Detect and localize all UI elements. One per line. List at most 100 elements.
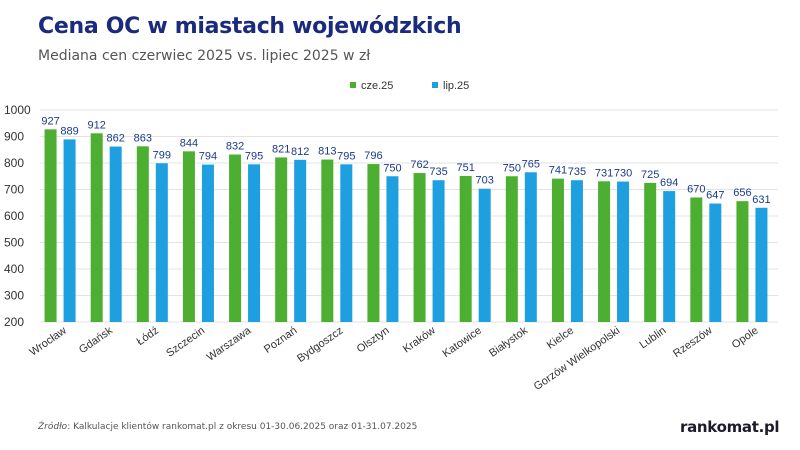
y-tick-label: 200 [4, 315, 24, 329]
bar [201, 164, 214, 322]
y-tick-label: 800 [4, 156, 24, 170]
x-tick-label: Poznań [262, 325, 299, 356]
value-label: 730 [614, 168, 632, 180]
value-label: 741 [549, 165, 567, 177]
bar [136, 146, 149, 322]
value-label: 725 [641, 169, 659, 181]
bar [524, 172, 537, 322]
x-tick-label: Kielce [545, 325, 576, 352]
bar [248, 164, 261, 322]
legend-swatch [350, 82, 356, 88]
source-text: : Kalkulacje klientów rankomat.pl z okre… [67, 422, 418, 432]
bar [413, 173, 426, 322]
x-tick-label: Wrocław [28, 325, 69, 359]
value-label: 889 [60, 125, 78, 137]
value-label: 694 [660, 177, 678, 189]
bar [109, 146, 122, 322]
y-tick-label: 600 [4, 209, 24, 223]
bar [736, 201, 749, 322]
bar [229, 154, 242, 322]
value-label: 862 [107, 133, 125, 145]
bar [44, 129, 57, 322]
bar [432, 180, 445, 322]
value-label: 863 [134, 132, 152, 144]
value-label: 731 [595, 167, 613, 179]
value-label: 631 [752, 194, 770, 206]
chart-title: Cena OC w miastach wojewódzkich [38, 14, 462, 39]
x-tick-label: Katowice [440, 325, 483, 360]
source-note: Źródło: Kalkulacje klientów rankomat.pl … [38, 422, 417, 432]
legend-label: lip.25 [443, 80, 469, 92]
value-label: 832 [226, 141, 244, 153]
bar [617, 181, 630, 322]
bar [275, 157, 288, 322]
value-label: 656 [733, 187, 751, 199]
bar [182, 151, 195, 322]
x-tick-label: Gdańsk [77, 324, 115, 356]
x-tick-label: Kraków [401, 325, 438, 356]
bar [644, 182, 657, 322]
value-label: 821 [272, 143, 290, 155]
legend-swatch [432, 82, 438, 88]
x-tick-label: Gorzów Wielkopolski [532, 325, 623, 393]
legend-label: cze.25 [361, 80, 393, 92]
value-label: 912 [88, 119, 106, 131]
bar [367, 164, 380, 322]
x-tick-label: Rzeszów [671, 325, 714, 360]
value-label: 799 [153, 149, 171, 161]
value-label: 647 [706, 190, 724, 202]
value-label: 794 [199, 151, 217, 163]
y-tick-label: 1000 [4, 103, 31, 117]
bar [551, 178, 564, 322]
bar [459, 175, 472, 322]
x-tick-label: Lublin [637, 325, 668, 352]
y-tick-label: 700 [4, 183, 24, 197]
value-label: 765 [522, 158, 540, 170]
value-label: 927 [41, 115, 59, 127]
bar [386, 176, 399, 322]
x-tick-label: Szczecin [164, 325, 207, 360]
brand-logo: rankomat.pl [680, 418, 780, 436]
bar [63, 139, 76, 322]
value-label: 813 [318, 146, 336, 158]
value-label: 796 [364, 150, 382, 162]
bar [709, 203, 722, 322]
value-label: 670 [687, 183, 705, 195]
bar [294, 159, 307, 322]
value-label: 844 [180, 137, 198, 149]
y-tick-label: 400 [4, 262, 24, 276]
bar [570, 180, 583, 322]
chart-subtitle: Mediana cen czerwiec 2025 vs. lipiec 202… [38, 48, 371, 64]
value-label: 795 [337, 150, 355, 162]
x-tick-label: Olsztyn [355, 325, 392, 356]
value-label: 750 [503, 162, 521, 174]
value-label: 812 [291, 146, 309, 158]
bar [755, 207, 768, 322]
bar [321, 159, 334, 322]
x-tick-label: Białystok [487, 324, 530, 359]
value-label: 795 [245, 150, 263, 162]
bar [663, 191, 676, 322]
value-label: 735 [568, 166, 586, 178]
bar [155, 163, 168, 322]
value-label: 751 [457, 162, 475, 174]
y-tick-label: 500 [4, 236, 24, 250]
value-label: 735 [429, 166, 447, 178]
x-tick-label: Warszawa [205, 324, 254, 364]
x-tick-label: Bydgoszcz [295, 325, 345, 365]
y-tick-label: 300 [4, 289, 24, 303]
x-tick-label: Łódź [135, 325, 161, 349]
value-label: 750 [383, 162, 401, 174]
bar [505, 176, 518, 322]
bar [340, 164, 353, 322]
source-prefix: Źródło [38, 422, 68, 432]
value-label: 762 [410, 159, 428, 171]
value-label: 703 [476, 175, 494, 187]
bar [690, 197, 703, 322]
x-tick-label: Opole [730, 325, 761, 352]
bar [90, 133, 103, 322]
y-tick-label: 900 [4, 130, 24, 144]
bar [598, 181, 611, 322]
bar [478, 188, 491, 322]
